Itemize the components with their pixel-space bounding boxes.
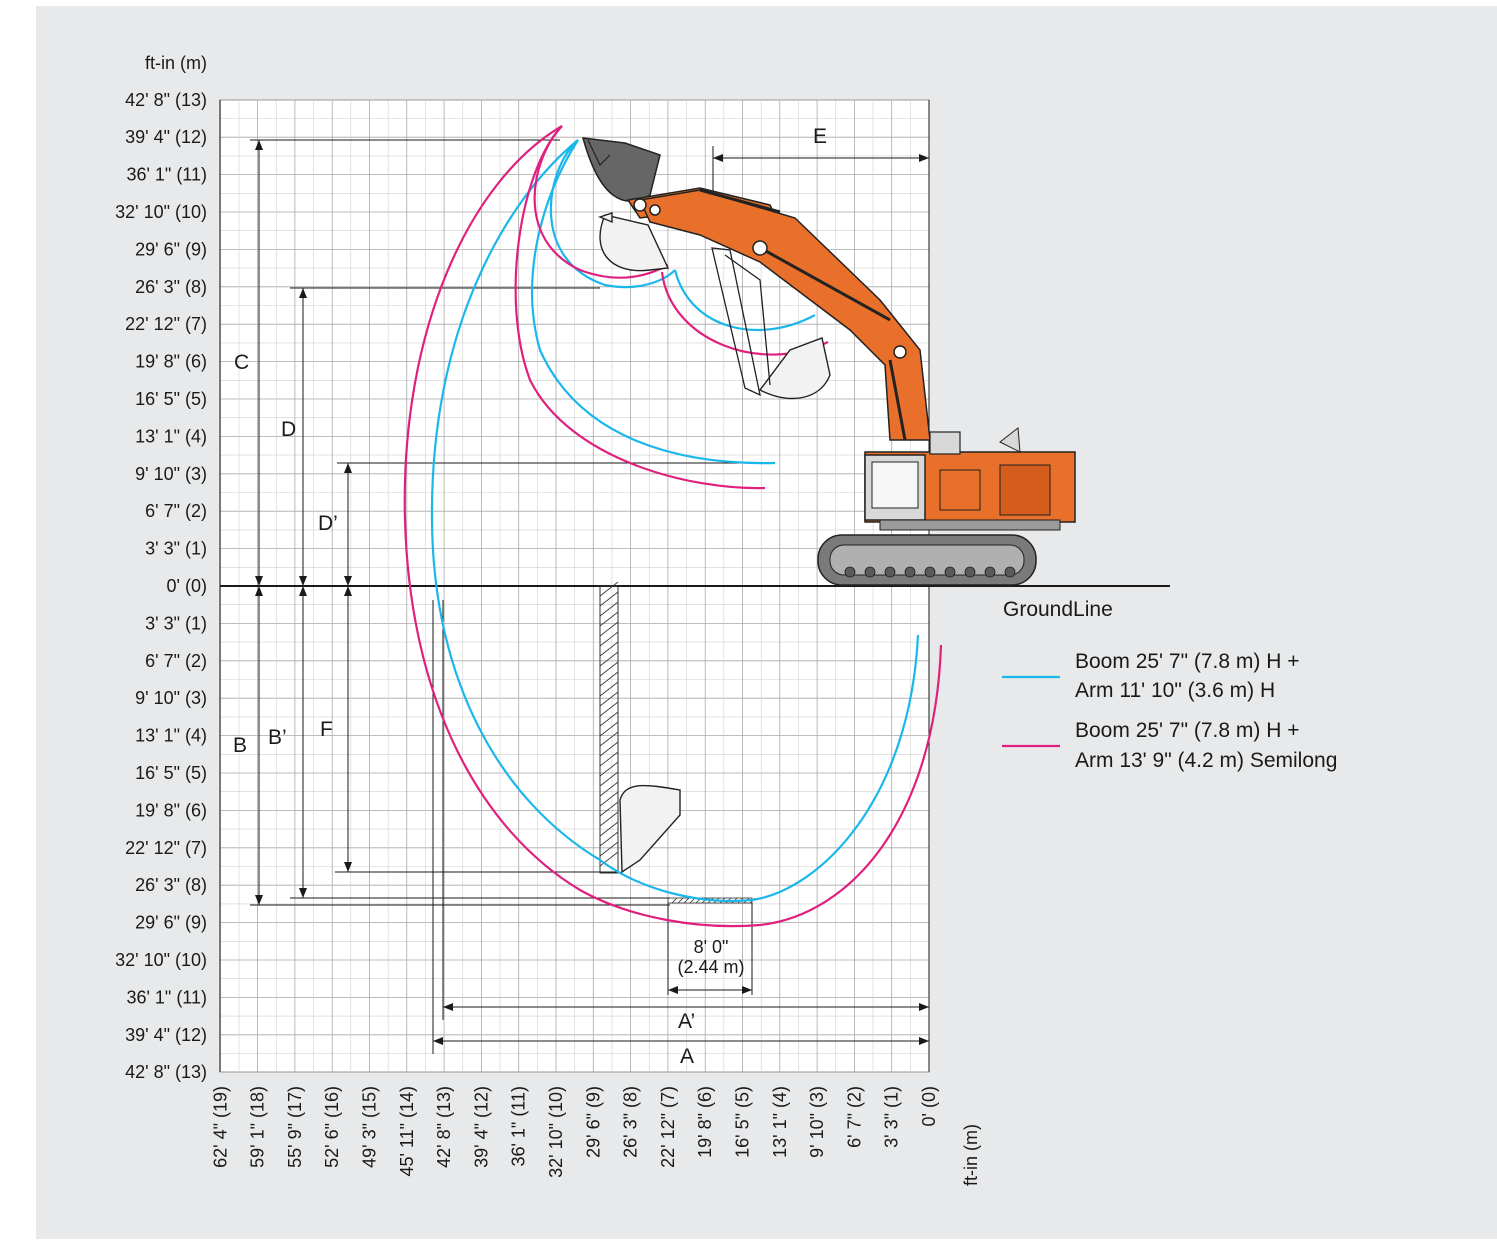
y-tick-label: 3' 3" (1)	[145, 539, 207, 559]
y-tick-label: 32' 10" (10)	[115, 202, 207, 222]
y-tick-label: 13' 1" (4)	[135, 426, 207, 446]
dim-label-d-prime: D’	[318, 512, 338, 535]
ground-line-label: GroundLine	[1003, 598, 1113, 621]
x-tick-label: 3' 3" (1)	[882, 1086, 902, 1148]
dim-label-a-prime: A’	[678, 1010, 695, 1033]
x-tick-label: 62' 4" (19)	[210, 1086, 230, 1168]
x-unit-label: ft-in (m)	[961, 1124, 981, 1186]
y-tick-label: 29' 6" (9)	[135, 239, 207, 259]
y-tick-label: 9' 10" (3)	[135, 688, 207, 708]
y-tick-label: 0' (0)	[167, 576, 207, 596]
legend-item-magenta: Boom 25' 7" (7.8 m) H + Arm 13' 9" (4.2 …	[1002, 719, 1337, 772]
x-tick-label: 13' 1" (4)	[770, 1086, 790, 1158]
y-tick-label: 42' 8" (13)	[125, 1062, 207, 1082]
y-tick-label: 26' 3" (8)	[135, 277, 207, 297]
vertical-wall-hatch	[599, 581, 619, 874]
y-tick-label: 26' 3" (8)	[135, 875, 207, 895]
x-tick-label: 55' 9" (17)	[285, 1086, 305, 1168]
x-tick-label: 45' 11" (14)	[397, 1086, 417, 1177]
y-tick-label: 32' 10" (10)	[115, 950, 207, 970]
dim-label-b-prime: B’	[268, 726, 287, 749]
y-tick-label: 22' 12" (7)	[125, 314, 207, 334]
y-tick-label: 16' 5" (5)	[135, 763, 207, 783]
dimension-lines	[250, 100, 930, 1072]
y-tick-label: 6' 7" (2)	[145, 501, 207, 521]
excavator-illustration	[626, 187, 1076, 586]
x-tick-label: 32' 10" (10)	[546, 1086, 566, 1178]
y-tick-label: 9' 10" (3)	[135, 464, 207, 484]
dim-label-c: C	[234, 351, 249, 374]
y-tick-label: 6' 7" (2)	[145, 651, 207, 671]
y-tick-label: 42' 8" (13)	[125, 90, 207, 110]
y-tick-label: 19' 8" (6)	[135, 352, 207, 372]
y-tick-label: 3' 3" (1)	[145, 613, 207, 633]
x-tick-label: 9' 10" (3)	[807, 1086, 827, 1158]
stick-outline	[711, 247, 771, 397]
x-tick-label: 26' 3" (8)	[621, 1086, 641, 1158]
y-tick-label: 19' 8" (6)	[135, 800, 207, 820]
x-tick-label: 59' 1" (18)	[248, 1086, 268, 1168]
y-tick-label: 36' 1" (11)	[126, 165, 207, 185]
x-tick-label: 16' 5" (5)	[733, 1086, 753, 1158]
top-bucket	[581, 137, 661, 202]
y-tick-label: 39' 4" (12)	[125, 1025, 207, 1045]
dim-label-e: E	[813, 125, 827, 148]
x-tick-label: 0' (0)	[919, 1086, 939, 1126]
bucket-width-m: (2.44 m)	[677, 957, 744, 977]
y-axis-labels: 42' 8" (13) 39' 4" (12) 36' 1" (11) 32' 10"…	[115, 90, 207, 1082]
dim-label-f: F	[320, 718, 333, 741]
x-axis-labels: 62' 4" (19) 59' 1" (18) 55' 9" (17) 52' 6" …	[210, 1086, 939, 1178]
bucket-outlines	[598, 212, 831, 874]
x-tick-label: 49' 3" (15)	[360, 1086, 380, 1168]
x-tick-label: 39' 4" (12)	[471, 1086, 491, 1168]
legend-cyan-line1: Boom 25' 7" (7.8 m) H +	[1075, 650, 1299, 673]
x-tick-label: 6' 7" (2)	[844, 1086, 864, 1148]
x-tick-label: 22' 12" (7)	[658, 1086, 678, 1168]
legend-item-cyan: Boom 25' 7" (7.8 m) H + Arm 11' 10" (3.6…	[1002, 650, 1299, 702]
dim-label-d: D	[281, 418, 296, 441]
y-unit-label: ft-in (m)	[145, 53, 207, 73]
x-tick-label: 42' 8" (13)	[434, 1086, 454, 1168]
y-tick-label: 16' 5" (5)	[135, 389, 207, 409]
y-tick-label: 22' 12" (7)	[125, 838, 207, 858]
legend-cyan-line2: Arm 11' 10" (3.6 m) H	[1075, 679, 1275, 702]
x-tick-label: 36' 1" (11)	[509, 1086, 529, 1167]
y-tick-label: 36' 1" (11)	[126, 987, 207, 1007]
y-tick-label: 29' 6" (9)	[135, 913, 207, 933]
dim-label-b: B	[233, 734, 247, 757]
dim-label-a: A	[680, 1045, 694, 1068]
bucket-width-ft: 8' 0"	[694, 937, 729, 957]
x-tick-label: 52' 6" (16)	[322, 1086, 342, 1168]
y-tick-label: 13' 1" (4)	[135, 726, 207, 746]
y-tick-label: 39' 4" (12)	[125, 127, 207, 147]
x-tick-label: 19' 8" (6)	[695, 1086, 715, 1158]
x-tick-label: 29' 6" (9)	[583, 1086, 603, 1158]
legend-magenta-line1: Boom 25' 7" (7.8 m) H +	[1075, 719, 1299, 742]
arrowheads	[255, 140, 929, 1045]
legend: Boom 25' 7" (7.8 m) H + Arm 11' 10" (3.6…	[1002, 650, 1337, 772]
legend-magenta-line2: Arm 13' 9" (4.2 m) Semilong	[1075, 749, 1337, 772]
